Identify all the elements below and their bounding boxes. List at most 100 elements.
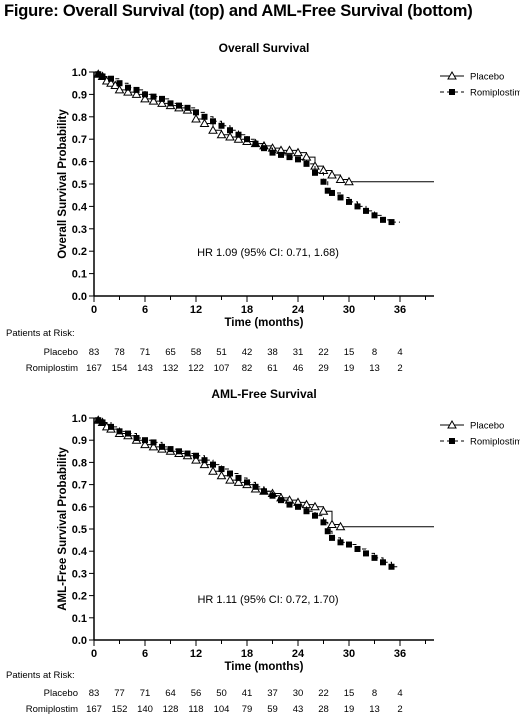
data-point-romiplostim bbox=[363, 550, 369, 557]
legend-label-placebo: Placebo bbox=[470, 72, 504, 83]
y-tick-label: 0.6 bbox=[72, 502, 87, 514]
legend-marker-placebo bbox=[447, 419, 457, 429]
hazard-ratio-annotation: HR 1.09 (95% CI: 0.71, 1.68) bbox=[197, 247, 339, 259]
risk-value: 167 bbox=[86, 363, 102, 374]
risk-value: 29 bbox=[318, 363, 329, 374]
risk-value: 78 bbox=[114, 347, 125, 358]
series-line-romiplostim bbox=[94, 417, 400, 568]
data-point-romiplostim bbox=[312, 512, 318, 519]
risk-value: 128 bbox=[163, 704, 179, 715]
risk-value: 56 bbox=[191, 688, 202, 699]
y-tick-label: 0.9 bbox=[72, 435, 87, 447]
data-point-placebo bbox=[191, 455, 201, 464]
data-point-romiplostim bbox=[244, 479, 250, 486]
risk-value: 19 bbox=[344, 363, 355, 374]
legend-marker-romiplostim bbox=[449, 89, 455, 95]
data-point-romiplostim bbox=[252, 483, 259, 490]
risk-value: 19 bbox=[344, 704, 355, 715]
risk-value: 31 bbox=[293, 347, 304, 358]
risk-value: 4 bbox=[397, 688, 402, 699]
risk-value: 37 bbox=[267, 688, 278, 699]
data-point-placebo bbox=[131, 89, 142, 98]
risk-value: 30 bbox=[293, 688, 304, 699]
data-point-romiplostim bbox=[176, 102, 182, 109]
data-point-romiplostim bbox=[320, 519, 327, 526]
data-point-romiplostim bbox=[269, 149, 276, 156]
data-point-placebo bbox=[327, 519, 337, 529]
data-point-placebo bbox=[114, 84, 125, 94]
x-tick-label: 6 bbox=[142, 648, 148, 660]
data-point-romiplostim bbox=[227, 470, 233, 477]
data-point-placebo bbox=[284, 145, 295, 154]
data-point-placebo bbox=[140, 93, 150, 103]
data-point-placebo bbox=[191, 114, 201, 123]
x-axis-label: Time (months) bbox=[224, 661, 303, 673]
chart-title: Overall Survival bbox=[219, 41, 310, 55]
data-point-romiplostim bbox=[295, 503, 301, 510]
data-point-romiplostim bbox=[371, 212, 378, 219]
data-point-romiplostim bbox=[337, 194, 344, 201]
x-tick-label: 24 bbox=[292, 648, 305, 660]
data-point-romiplostim bbox=[201, 113, 208, 120]
data-point-romiplostim bbox=[108, 75, 114, 82]
x-tick-label: 36 bbox=[394, 304, 406, 316]
data-point-placebo bbox=[233, 477, 244, 486]
risk-value: 122 bbox=[188, 363, 204, 374]
data-point-romiplostim bbox=[116, 428, 123, 435]
risk-value: 13 bbox=[369, 363, 380, 374]
risk-value: 140 bbox=[137, 704, 153, 715]
data-point-placebo bbox=[335, 174, 346, 184]
data-point-romiplostim bbox=[363, 207, 369, 214]
data-point-romiplostim bbox=[261, 145, 267, 152]
data-point-romiplostim bbox=[286, 501, 293, 508]
y-tick-label: 0.5 bbox=[72, 179, 87, 191]
data-point-romiplostim bbox=[99, 419, 106, 426]
data-point-romiplostim bbox=[252, 140, 259, 147]
data-point-romiplostim bbox=[244, 136, 250, 143]
data-point-romiplostim bbox=[125, 84, 131, 91]
data-point-romiplostim bbox=[176, 448, 182, 455]
data-point-placebo bbox=[233, 134, 244, 143]
data-point-romiplostim bbox=[99, 73, 106, 80]
data-point-placebo bbox=[327, 170, 337, 179]
data-point-placebo bbox=[148, 441, 159, 451]
y-axis-label: AML-Free Survival Probability bbox=[57, 447, 69, 611]
y-tick-label: 1.0 bbox=[72, 67, 87, 79]
data-point-romiplostim bbox=[380, 216, 386, 223]
risk-value: 107 bbox=[214, 363, 230, 374]
y-tick-label: 0.8 bbox=[72, 112, 87, 124]
data-point-romiplostim bbox=[324, 528, 331, 535]
risk-value: 15 bbox=[344, 688, 355, 699]
risk-value: 42 bbox=[242, 347, 253, 358]
y-tick-label: 0.3 bbox=[72, 224, 87, 236]
x-tick-label: 24 bbox=[292, 304, 305, 316]
risk-value: 83 bbox=[89, 688, 100, 699]
data-point-romiplostim bbox=[320, 178, 327, 185]
data-point-romiplostim bbox=[324, 187, 331, 194]
data-point-romiplostim bbox=[303, 160, 310, 167]
y-tick-label: 0.4 bbox=[72, 201, 88, 213]
data-point-romiplostim bbox=[354, 545, 361, 552]
y-tick-label: 0.6 bbox=[72, 157, 87, 169]
data-point-romiplostim bbox=[142, 437, 148, 444]
data-point-romiplostim bbox=[150, 439, 157, 446]
y-tick-label: 0.5 bbox=[72, 524, 87, 536]
data-point-romiplostim bbox=[167, 446, 174, 453]
x-tick-label: 30 bbox=[343, 304, 355, 316]
risk-row-name: Placebo bbox=[44, 688, 78, 699]
data-point-romiplostim bbox=[125, 430, 131, 437]
data-point-romiplostim bbox=[278, 151, 284, 158]
x-tick-label: 6 bbox=[142, 304, 148, 316]
y-tick-label: 0.1 bbox=[72, 613, 87, 625]
data-point-romiplostim bbox=[193, 109, 199, 116]
risk-value: 15 bbox=[344, 347, 355, 358]
risk-value: 71 bbox=[140, 688, 151, 699]
x-tick-label: 30 bbox=[343, 648, 355, 660]
legend-marker-placebo bbox=[447, 70, 457, 80]
risk-value: 22 bbox=[318, 347, 329, 358]
data-point-romiplostim bbox=[133, 86, 140, 93]
risk-value: 4 bbox=[397, 347, 402, 358]
y-tick-label: 1.0 bbox=[72, 413, 87, 425]
data-point-romiplostim bbox=[150, 93, 157, 100]
risk-value: 8 bbox=[372, 688, 377, 699]
